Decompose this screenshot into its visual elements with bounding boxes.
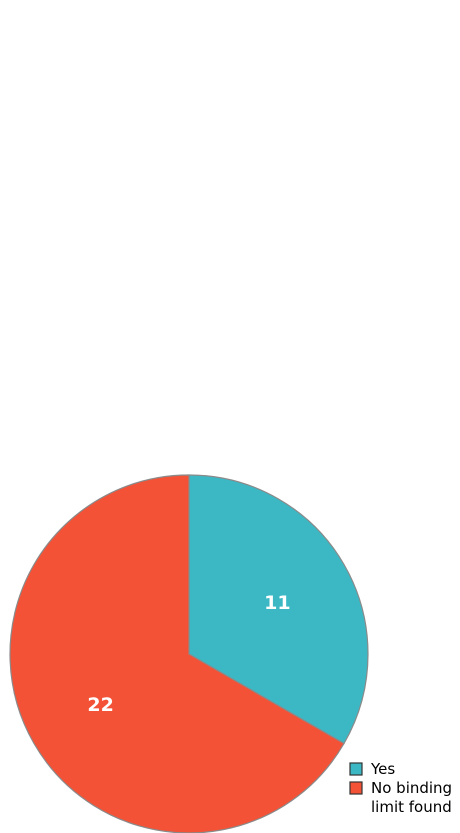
legend-label: Yes [370,760,395,778]
slice-value-label: 11 [264,592,290,614]
pie-slice-no-binding-limit-found [9,474,345,833]
legend-swatch [349,762,363,776]
slice-value-label: 22 [87,694,113,716]
legend-label: limit found [371,798,452,816]
legend-label: No binding [371,779,452,797]
legend-item: Yes [349,760,395,778]
pie-slices [9,474,369,833]
legend-swatch [349,781,363,795]
pie-slice-labels: 11 22 [87,592,290,716]
pie-slice-yes [188,474,369,745]
